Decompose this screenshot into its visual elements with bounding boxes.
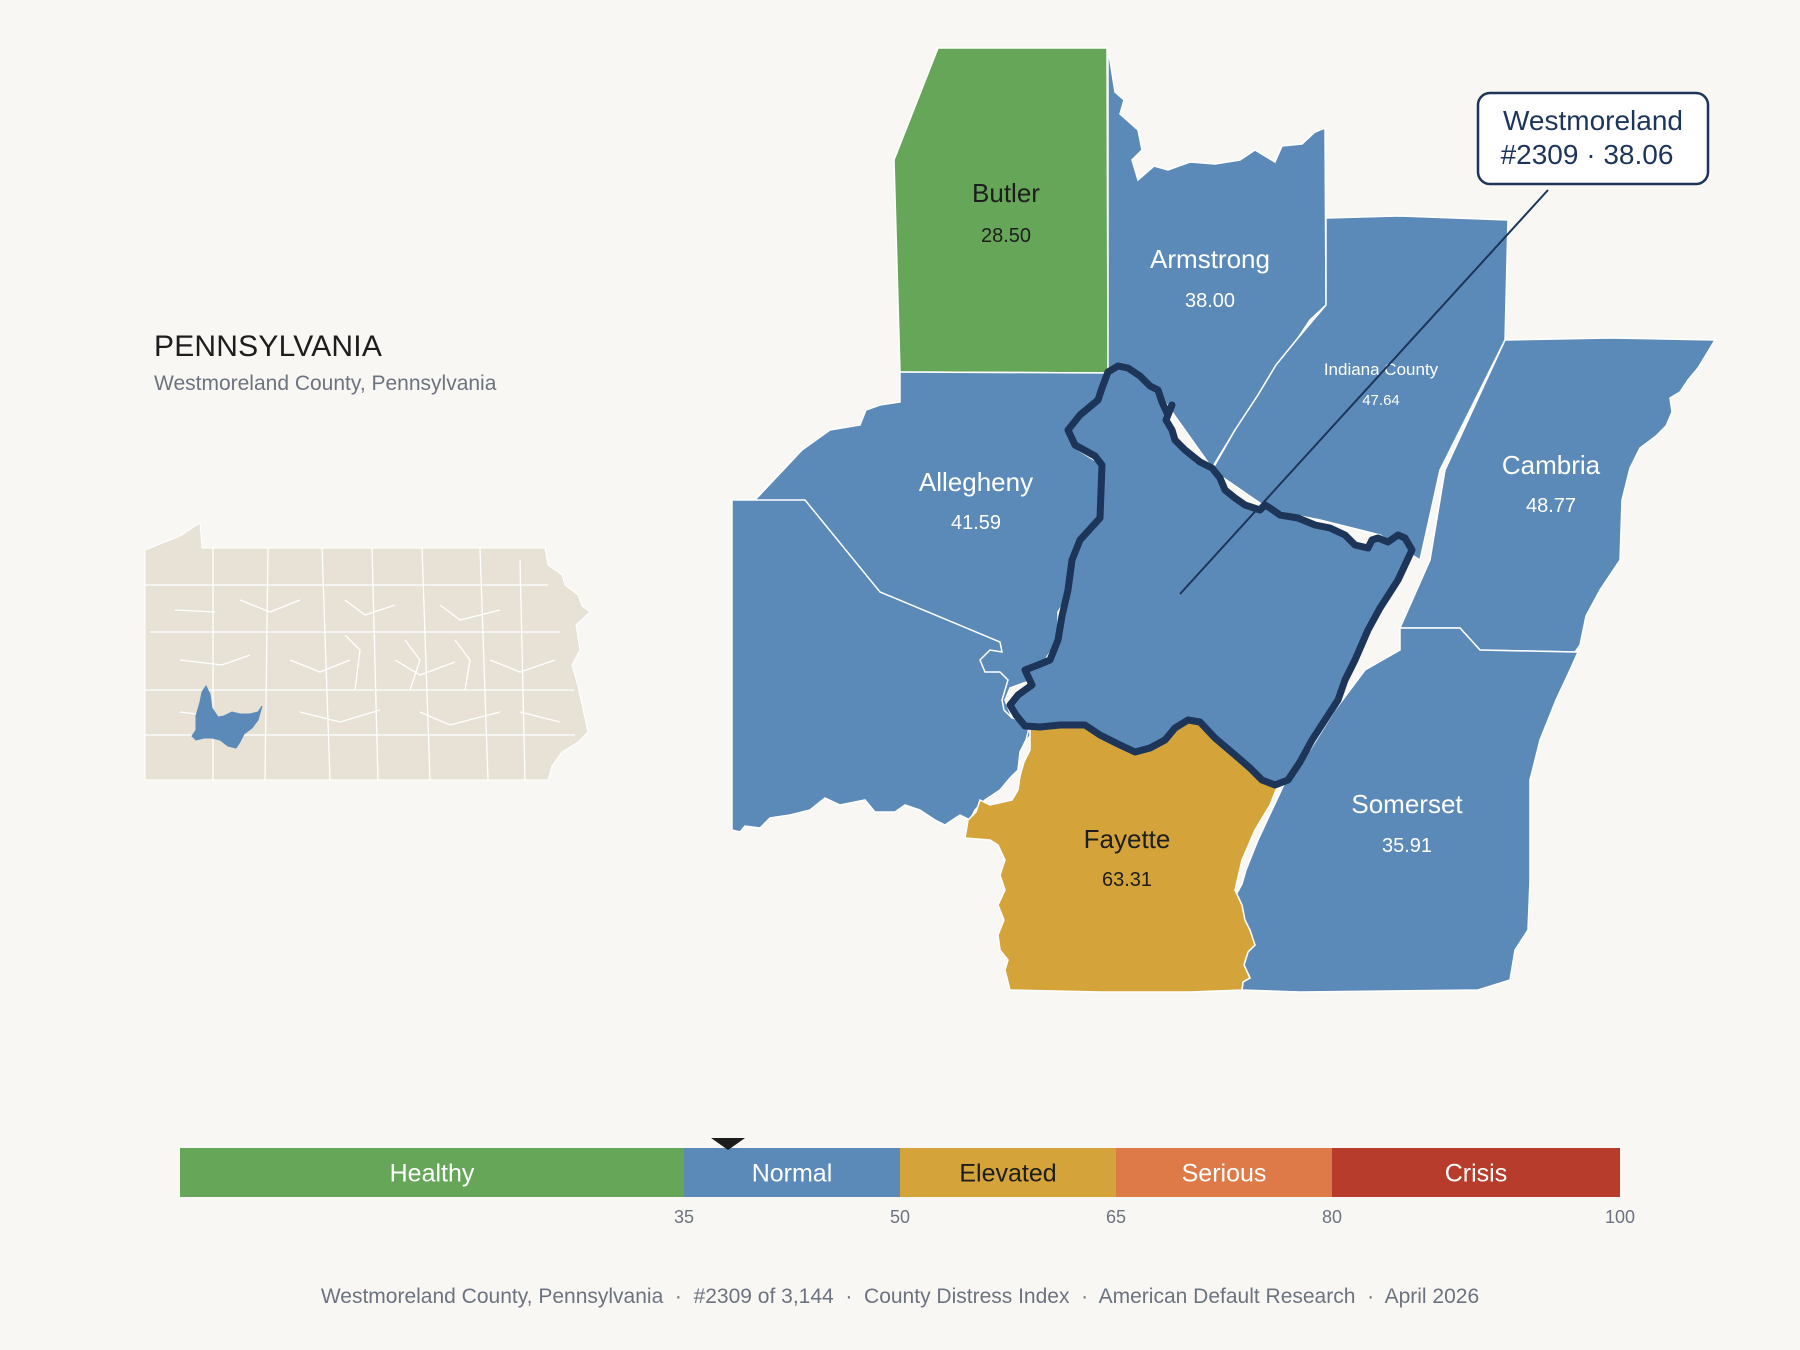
inset-state-map	[144, 522, 591, 781]
inset-state-shape	[144, 522, 591, 781]
callout-rank-score: #2309 · 38.06	[1501, 139, 1674, 170]
label-fayette: Fayette	[1084, 824, 1171, 854]
inset-county-lines	[145, 547, 575, 781]
legend-band-label: Elevated	[959, 1160, 1056, 1188]
value-butler: 28.50	[981, 225, 1031, 247]
callout-county-name: Westmoreland	[1503, 105, 1683, 136]
inset-focus-county	[191, 685, 263, 749]
state-title: PENNSYLVANIA	[154, 330, 383, 363]
legend-band-normal	[684, 1148, 900, 1197]
legend-tick-label: 50	[890, 1207, 910, 1227]
legend-tick-label: 65	[1106, 1207, 1126, 1227]
regional-map	[731, 47, 1717, 993]
label-armstrong: Armstrong	[1150, 244, 1270, 274]
callout-leader-line	[1179, 189, 1549, 595]
label-somerset: Somerset	[1351, 789, 1463, 819]
legend-band-label: Serious	[1182, 1160, 1267, 1188]
value-fayette: 63.31	[1102, 869, 1152, 891]
legend-band-crisis	[1332, 1148, 1620, 1197]
legend-scale: Healthy Normal Elevated Serious Crisis 35 50 65…	[180, 1138, 1635, 1227]
value-allegheny: 41.59	[951, 512, 1001, 534]
legend-marker-icon	[711, 1138, 746, 1150]
legend-tick-label: 35	[674, 1207, 694, 1227]
value-indiana: 47.64	[1362, 392, 1400, 409]
label-butler: Butler	[972, 178, 1040, 208]
county-butler[interactable]	[893, 47, 1109, 374]
county-beaver-washington[interactable]	[731, 499, 1031, 833]
callout-box	[1476, 91, 1710, 186]
label-indiana: Indiana County	[1324, 360, 1439, 379]
county-labels: Butler 28.50 Armstrong 38.00 Indiana Cou…	[919, 178, 1601, 891]
legend-band-label: Crisis	[1445, 1160, 1508, 1188]
legend-band-elevated	[900, 1148, 1116, 1197]
footer-caption: Westmoreland County, Pennsylvania · #230…	[320, 1285, 1480, 1308]
legend-tick-label: 100	[1605, 1207, 1635, 1227]
value-cambria: 48.77	[1526, 495, 1576, 517]
legend-tick-label: 80	[1322, 1207, 1342, 1227]
label-cambria: Cambria	[1502, 450, 1601, 480]
label-allegheny: Allegheny	[919, 467, 1033, 497]
legend-band-label: Normal	[752, 1160, 833, 1188]
focus-callout[interactable]: Westmoreland #2309 · 38.06	[1179, 91, 1710, 595]
legend-band-serious	[1116, 1148, 1332, 1197]
value-armstrong: 38.00	[1185, 290, 1235, 312]
legend-band-label: Healthy	[390, 1160, 475, 1188]
value-somerset: 35.91	[1382, 835, 1432, 857]
state-subtitle: Westmoreland County, Pennsylvania	[154, 372, 497, 395]
legend-band-healthy	[180, 1148, 684, 1197]
county-westmoreland[interactable]	[1006, 362, 1416, 789]
